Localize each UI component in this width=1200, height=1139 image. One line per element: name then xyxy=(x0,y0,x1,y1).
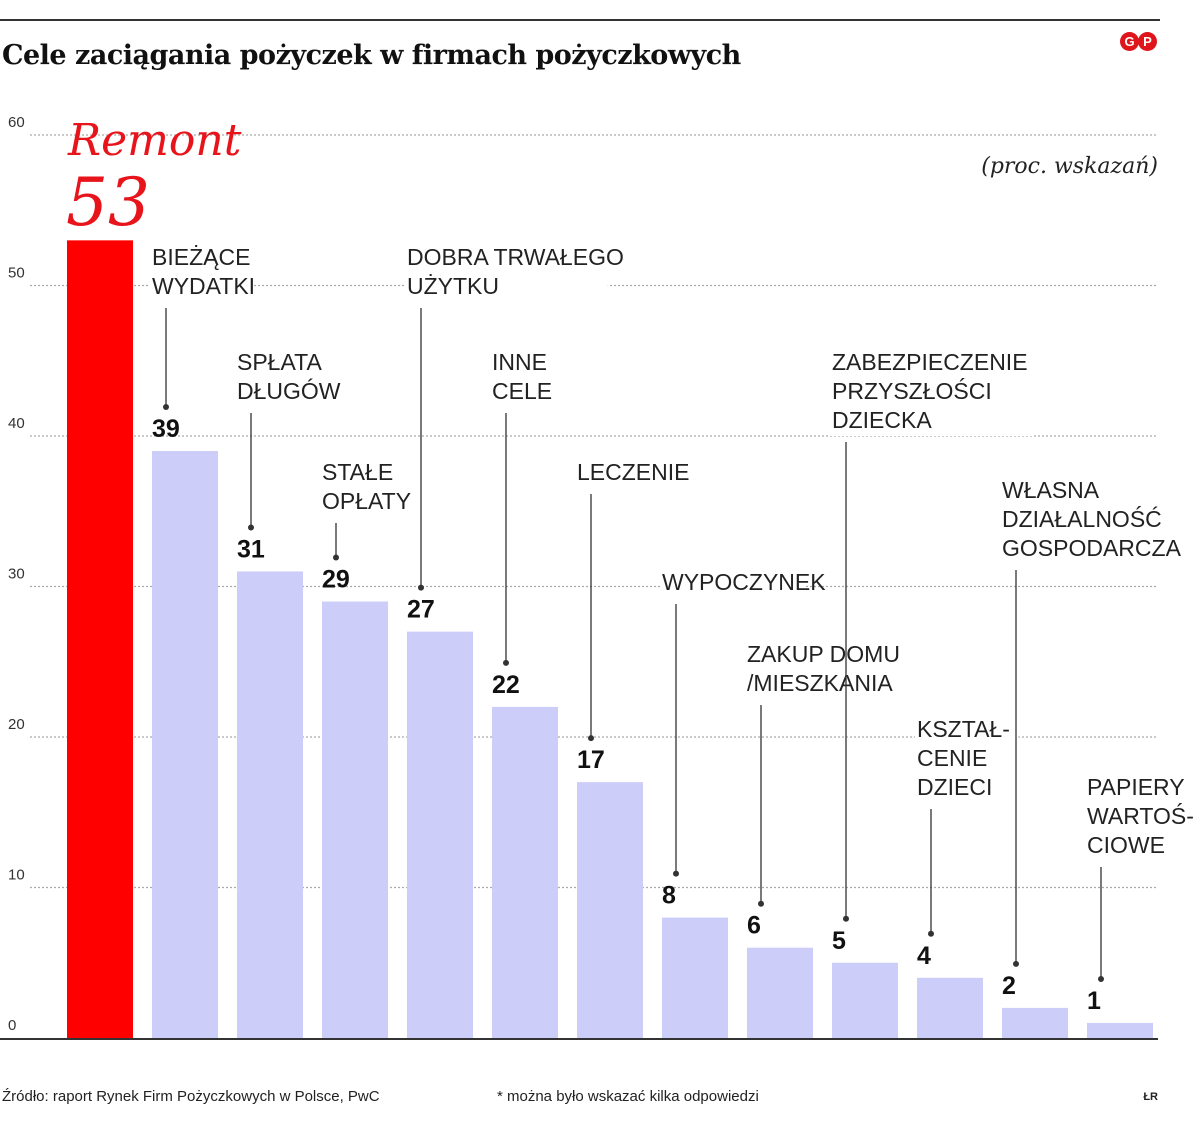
leader-dot xyxy=(333,554,339,561)
category-label: DZIECKA xyxy=(832,407,932,433)
bar xyxy=(322,601,388,1038)
category-label: UŻYTKU xyxy=(407,273,499,299)
category-label: /MIESZKANIA xyxy=(747,670,893,696)
category-label: WŁASNA xyxy=(1002,477,1100,503)
label-backdrop xyxy=(490,347,551,407)
source-note: Źródło: raport Rynek Firm Pożyczkowych w… xyxy=(2,1088,380,1105)
value-label: 6 xyxy=(747,912,761,940)
category-label: DŁUGÓW xyxy=(237,378,341,404)
y-tick-label: 0 xyxy=(8,1017,16,1034)
category-label: GOSPODARCZA xyxy=(1002,535,1182,561)
publisher-logo: G P xyxy=(1120,32,1158,52)
bar xyxy=(492,706,558,1038)
y-tick-label: 20 xyxy=(8,716,25,733)
bar xyxy=(747,947,813,1038)
bar xyxy=(237,571,303,1038)
y-tick-label: 40 xyxy=(8,415,25,432)
leader-dot xyxy=(928,930,934,937)
logo-g-icon: G xyxy=(1120,32,1139,51)
bar xyxy=(917,977,983,1038)
category-label: PRZYSZŁOŚCI xyxy=(832,377,992,404)
category-label: BIEŻĄCE xyxy=(152,244,250,270)
value-label: 22 xyxy=(492,671,520,699)
value-label: 31 xyxy=(237,535,265,563)
label-backdrop xyxy=(660,567,806,598)
bar xyxy=(152,451,218,1038)
category-label: PAPIERY xyxy=(1087,774,1185,800)
value-label: 27 xyxy=(407,596,435,624)
leader-dot xyxy=(1013,960,1019,967)
value-label: 39 xyxy=(152,415,180,443)
leader-dot xyxy=(503,659,509,666)
leader-dot xyxy=(248,524,254,531)
label-backdrop xyxy=(830,347,1033,436)
category-label: STAŁE xyxy=(322,459,393,485)
label-backdrop xyxy=(915,714,1019,803)
category-label: WYDATKI xyxy=(152,273,255,299)
category-label: DZIAŁALNOŚĆ xyxy=(1002,505,1162,532)
leader-dot xyxy=(673,870,679,877)
bar xyxy=(1002,1007,1068,1038)
label-backdrop xyxy=(320,457,410,517)
value-label: 1 xyxy=(1087,987,1101,1015)
leader-dot xyxy=(758,900,764,907)
value-label: 5 xyxy=(832,927,846,955)
label-backdrop xyxy=(1000,475,1161,564)
category-label: ZAKUP DOMU xyxy=(747,641,900,667)
bar xyxy=(832,962,898,1038)
label-backdrop xyxy=(575,457,693,488)
label-backdrop xyxy=(1085,772,1189,861)
leader-dot xyxy=(588,735,594,742)
y-tick-label: 60 xyxy=(8,114,25,131)
leader-dot xyxy=(163,404,169,411)
category-label: SPŁATA xyxy=(237,349,322,375)
value-label: 2 xyxy=(1002,972,1016,1000)
category-label: INNE xyxy=(492,349,547,375)
unit-note: (proc. wskazań) xyxy=(981,154,1158,179)
highlight-value-label: 53 xyxy=(66,164,150,241)
footnote: * można było wskazać kilka odpowiedzi xyxy=(497,1088,759,1105)
bar xyxy=(662,917,728,1038)
logo-p-icon: P xyxy=(1138,32,1157,51)
category-label: DOBRA TRWAŁEGO xyxy=(407,244,624,270)
category-label: KSZTAŁ- xyxy=(917,716,1010,742)
category-label: CIOWE xyxy=(1087,832,1165,858)
y-tick-label: 10 xyxy=(8,867,25,884)
bars xyxy=(67,240,1153,1039)
top-rule xyxy=(0,19,1160,21)
category-label: CENIE xyxy=(917,745,987,771)
label-backdrop xyxy=(235,347,325,407)
leader-dot xyxy=(1098,975,1104,982)
label-backdrop xyxy=(745,639,906,699)
value-label: 29 xyxy=(322,566,350,594)
bar xyxy=(1087,1022,1153,1038)
y-tick-label: 30 xyxy=(8,566,25,583)
chart-title: Cele zaciągania pożyczek w firmach pożyc… xyxy=(2,40,741,71)
category-label: WYPOCZYNEK xyxy=(662,569,826,595)
category-label: CELE xyxy=(492,378,552,404)
category-label: DZIECI xyxy=(917,774,992,800)
label-backdrop xyxy=(405,242,608,302)
category-label: OPŁATY xyxy=(322,488,411,514)
category-label: WARTOŚ- xyxy=(1087,802,1194,829)
author-initials: ŁR xyxy=(1143,1091,1158,1103)
highlight-category-label: Remont xyxy=(67,115,242,166)
value-label: 4 xyxy=(917,942,931,970)
value-label: 17 xyxy=(577,746,605,774)
leader-dot xyxy=(843,915,849,922)
category-label: ZABEZPIECZENIE xyxy=(832,349,1028,375)
value-label: 8 xyxy=(662,882,676,910)
bar-highlight xyxy=(67,240,133,1039)
category-label: LECZENIE xyxy=(577,459,689,485)
bar xyxy=(577,782,643,1038)
y-tick-label: 50 xyxy=(8,265,25,282)
label-backdrop xyxy=(150,242,254,302)
bar xyxy=(407,631,473,1038)
leader-dot xyxy=(418,584,424,591)
